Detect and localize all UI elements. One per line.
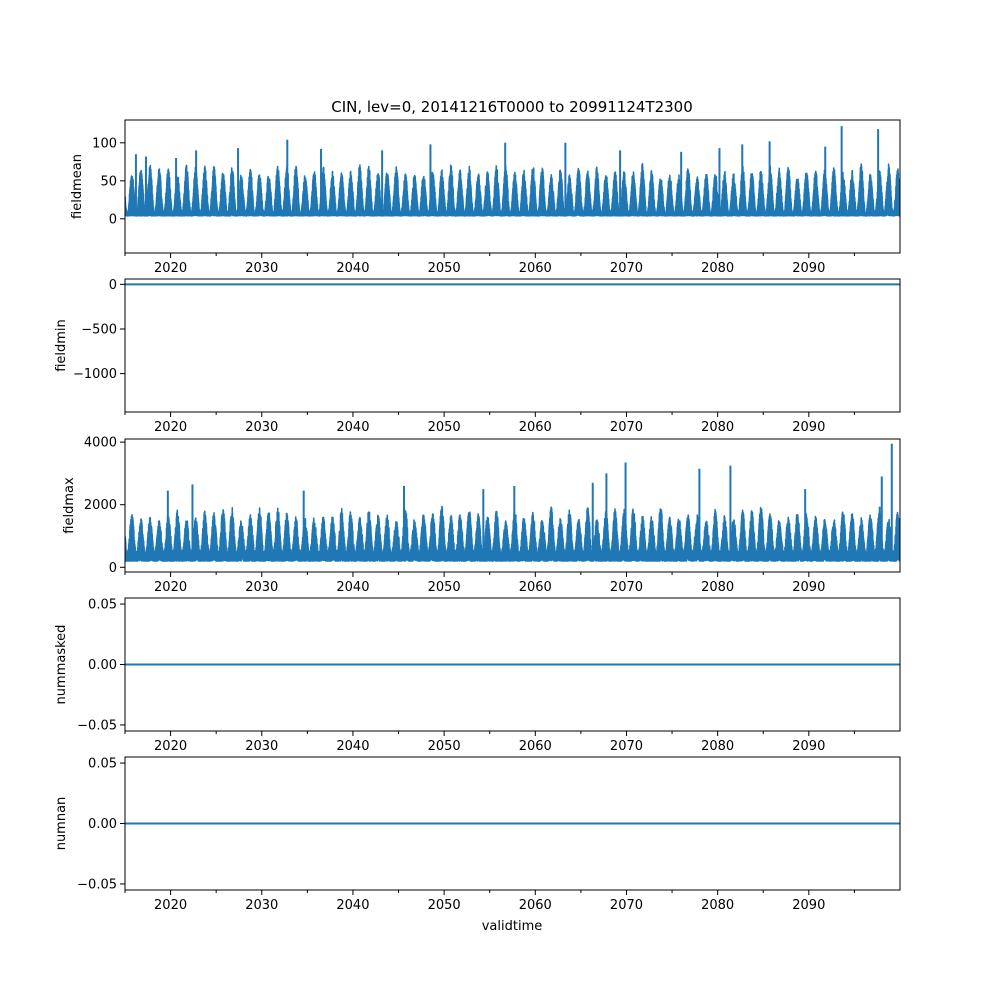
panel-fieldmean: 2020 2030 2040 2050 2060 2070 2080 2090 0 50 100 fi…: [70, 119, 901, 276]
fieldmax-y-tick-label: 0: [109, 561, 117, 576]
numnan-x-tick-label: 2020: [154, 898, 187, 913]
fieldmin-axes-frame: [124, 278, 901, 413]
numnan-x-tick-label: 2050: [428, 898, 461, 913]
nummasked-y-tick-label: 0.05: [88, 598, 117, 613]
fieldmean-y-tick-label: 0: [109, 212, 117, 227]
fieldmax-x-tick-label: 2040: [336, 580, 369, 595]
fieldmean-series: [125, 126, 900, 217]
fieldmax-x-tick-label: 2090: [792, 580, 825, 595]
fieldmax-x-tick-label: 2060: [519, 580, 552, 595]
nummasked-x-tick-label: 2060: [519, 739, 552, 754]
fieldmin-x-tick-label: 2040: [336, 420, 369, 435]
fieldmin-x-tick-label: 2060: [519, 420, 552, 435]
nummasked-x-tick-label: 2080: [701, 739, 734, 754]
fieldmean-x-tick-label: 2080: [701, 261, 734, 276]
fieldmax-line: [125, 505, 900, 562]
chart-title: CIN, lev=0, 20141216T0000 to 20991124T23…: [331, 98, 693, 116]
nummasked-x-tick-label: 2070: [610, 739, 643, 754]
fieldmean-y-tick-label: 100: [92, 136, 117, 151]
numnan-x-tick-label: 2060: [519, 898, 552, 913]
fieldmin-x-tick-label: 2050: [428, 420, 461, 435]
fieldmax-series: [125, 443, 900, 562]
fieldmin-y-tick-label: 0: [109, 278, 117, 293]
fieldmean-x-tick-label: 2070: [610, 261, 643, 276]
nummasked-x-tick-label: 2030: [245, 739, 278, 754]
panel-numnan: 2020 2030 2040 2050 2060 2070 2080 2090 0.05 0.00…: [54, 756, 901, 913]
fieldmin-x-tick-label: 2070: [610, 420, 643, 435]
fieldmean-x-tick-label: 2020: [154, 261, 187, 276]
numnan-x-tick-label: 2090: [792, 898, 825, 913]
nummasked-y-axis-label: nummasked: [54, 625, 69, 705]
fieldmin-y-axis-label: fieldmin: [54, 319, 69, 372]
fieldmean-x-tick-label: 2060: [519, 261, 552, 276]
nummasked-y-tick-label: −0.05: [77, 718, 117, 733]
fieldmean-x-tick-label: 2050: [428, 261, 461, 276]
numnan-y-axis-label: numnan: [54, 797, 69, 851]
fieldmean-x-tick-label: 2090: [792, 261, 825, 276]
fieldmax-y-axis-label: fieldmax: [62, 477, 77, 534]
x-axis-label: validtime: [482, 919, 543, 934]
fieldmean-axes-frame: [124, 119, 901, 254]
nummasked-x-tick-label: 2050: [428, 739, 461, 754]
numnan-x-tick-label: 2040: [336, 898, 369, 913]
panels: 2020 2030 2040 2050 2060 2070 2080 2090 0 50 100 fi…: [54, 119, 901, 913]
numnan-y-tick-label: 0.05: [88, 757, 117, 772]
nummasked-x-tick-label: 2090: [792, 739, 825, 754]
panel-nummasked: 2020 2030 2040 2050 2060 2070 2080 2090 0.05 0.00…: [54, 597, 901, 754]
fieldmax-x-tick-label: 2020: [154, 580, 187, 595]
numnan-x-tick-label: 2070: [610, 898, 643, 913]
fieldmax-y-tick-label: 2000: [84, 498, 117, 513]
numnan-y-tick-label: 0.00: [88, 817, 117, 832]
numnan-y-tick-label: −0.05: [77, 877, 117, 892]
numnan-x-tick-label: 2030: [245, 898, 278, 913]
numnan-x-tick-label: 2080: [701, 898, 734, 913]
fieldmean-x-tick-label: 2040: [336, 261, 369, 276]
fieldmin-y-tick-label: −1000: [73, 367, 117, 382]
fieldmean-y-axis-label: fieldmean: [70, 154, 85, 219]
fieldmax-x-tick-label: 2050: [428, 580, 461, 595]
fieldmean-y-tick-label: 50: [100, 174, 117, 189]
fieldmax-y-tick-label: 4000: [84, 436, 117, 451]
fieldmin-x-tick-label: 2020: [154, 420, 187, 435]
fieldmean-line: [125, 163, 900, 217]
fieldmin-x-tick-label: 2080: [701, 420, 734, 435]
fieldmin-x-tick-label: 2090: [792, 420, 825, 435]
fieldmax-axes-frame: [124, 438, 901, 573]
fieldmin-y-tick-label: −500: [81, 322, 117, 337]
panel-fieldmin: 2020 2030 2040 2050 2060 2070 2080 2090 0 −500 −10…: [54, 278, 901, 435]
nummasked-x-tick-label: 2020: [154, 739, 187, 754]
fieldmax-x-tick-label: 2070: [610, 580, 643, 595]
fieldmean-x-tick-label: 2030: [245, 261, 278, 276]
panel-fieldmax: 2020 2030 2040 2050 2060 2070 2080 2090 0 2000 400…: [62, 436, 901, 595]
fieldmin-x-tick-label: 2030: [245, 420, 278, 435]
fieldmax-x-tick-label: 2030: [245, 580, 278, 595]
fieldmax-x-tick-label: 2080: [701, 580, 734, 595]
nummasked-x-tick-label: 2040: [336, 739, 369, 754]
nummasked-y-tick-label: 0.00: [88, 658, 117, 673]
